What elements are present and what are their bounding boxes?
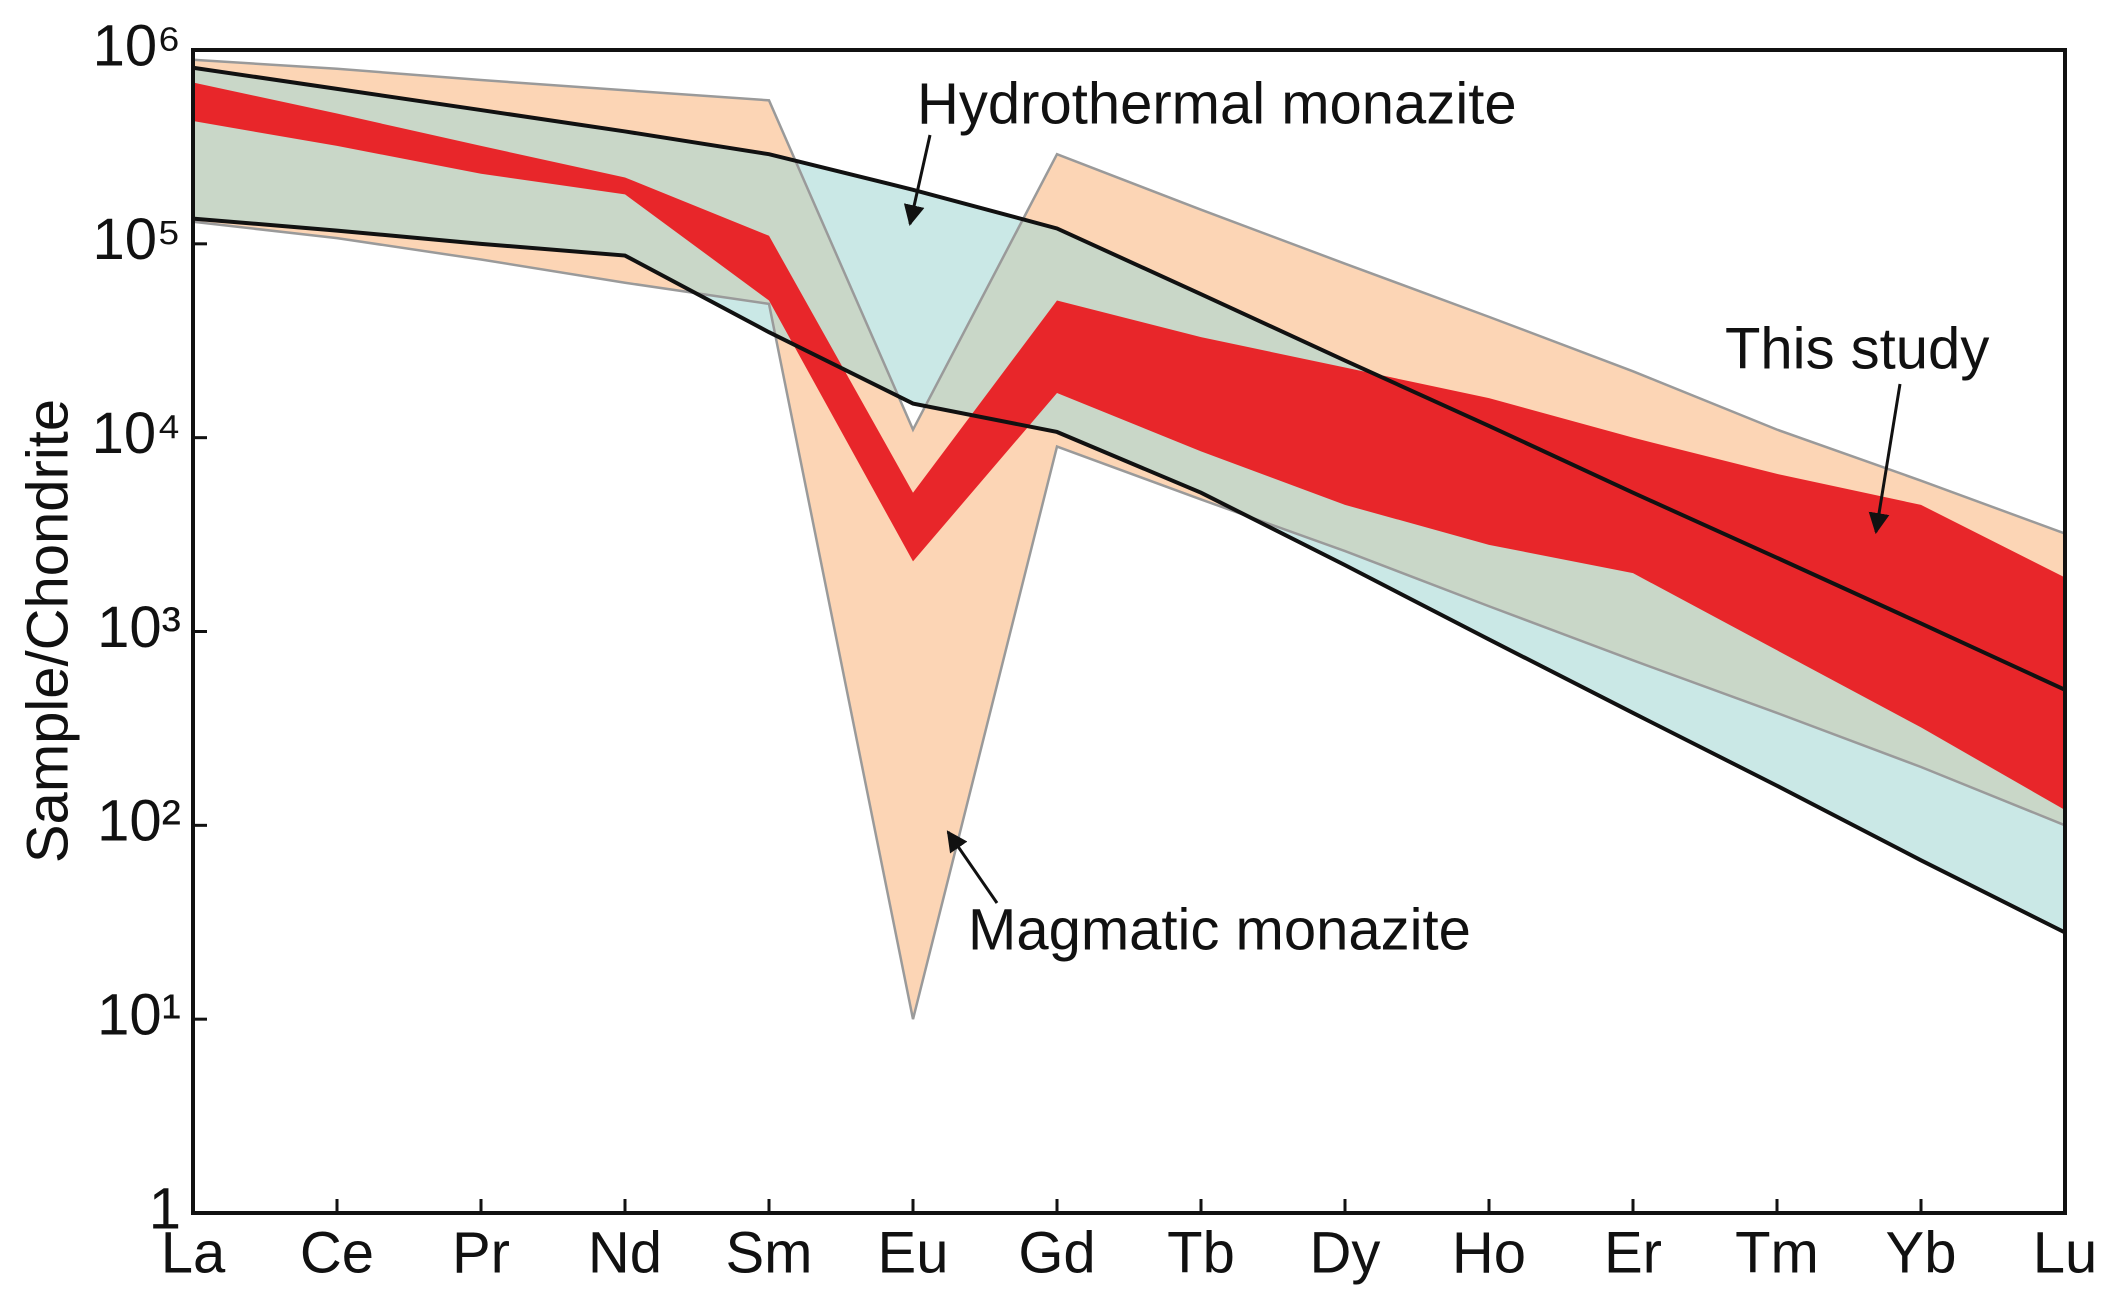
x-tick-label: Lu: [2033, 1220, 2098, 1285]
x-tick-label: Pr: [452, 1220, 510, 1285]
band-edge: [192, 220, 2066, 1020]
x-tick-label: Dy: [1310, 1220, 1381, 1285]
series-label: Hydrothermal monazite: [917, 71, 1517, 136]
band-edge: [192, 58, 2066, 535]
y-tick-label: 10²: [97, 789, 181, 854]
annotation-arrow: [1868, 383, 1902, 535]
y-tick-label: 10⁶: [93, 13, 181, 78]
x-tick-label: Ho: [1452, 1220, 1526, 1285]
x-tick-label: Gd: [1018, 1220, 1095, 1285]
x-tick-label: Tb: [1167, 1220, 1235, 1285]
series-label: Magmatic monazite: [968, 897, 1471, 962]
x-tick-label: La: [161, 1220, 226, 1285]
y-axis-label: Sample/Chondrite: [15, 399, 80, 863]
x-tick-label: Eu: [878, 1220, 949, 1285]
y-tick-label: 10⁵: [92, 207, 181, 272]
x-tick-label: Yb: [1886, 1220, 1957, 1285]
x-tick-label: Nd: [588, 1220, 662, 1285]
x-tick-label: Tm: [1735, 1220, 1819, 1285]
y-tick-label: 10¹: [97, 982, 181, 1047]
band-edge: [192, 216, 2066, 935]
y-tick-label: 10⁴: [92, 401, 181, 466]
y-tick-label: 10³: [97, 595, 181, 660]
series-label: This study: [1725, 316, 1989, 381]
x-tick-label: Er: [1604, 1220, 1662, 1285]
band-edge: [192, 65, 2066, 692]
x-tick-label: Ce: [300, 1220, 374, 1285]
annotation-arrow: [903, 134, 932, 227]
x-tick-label: Sm: [726, 1220, 813, 1285]
annotation-arrow: [946, 830, 999, 904]
y-tick-label: 1: [149, 1176, 181, 1241]
